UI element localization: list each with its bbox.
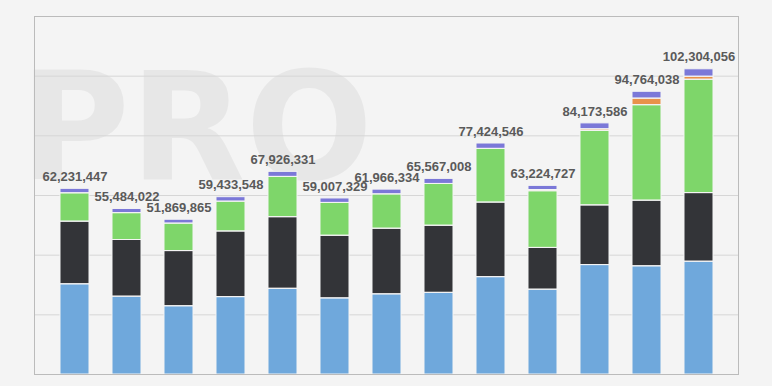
svg-text:65,567,008: 65,567,008 (406, 159, 471, 174)
svg-text:77,424,546: 77,424,546 (458, 124, 523, 139)
svg-text:94,764,038: 94,764,038 (614, 72, 679, 87)
svg-text:63,224,727: 63,224,727 (510, 166, 575, 181)
svg-text:59,433,548: 59,433,548 (198, 177, 263, 192)
svg-text:84,173,586: 84,173,586 (562, 104, 627, 119)
svg-text:51,869,865: 51,869,865 (146, 200, 211, 215)
svg-text:67,926,331: 67,926,331 (250, 152, 315, 167)
svg-text:102,304,056: 102,304,056 (663, 49, 735, 64)
svg-text:62,231,447: 62,231,447 (42, 169, 107, 184)
